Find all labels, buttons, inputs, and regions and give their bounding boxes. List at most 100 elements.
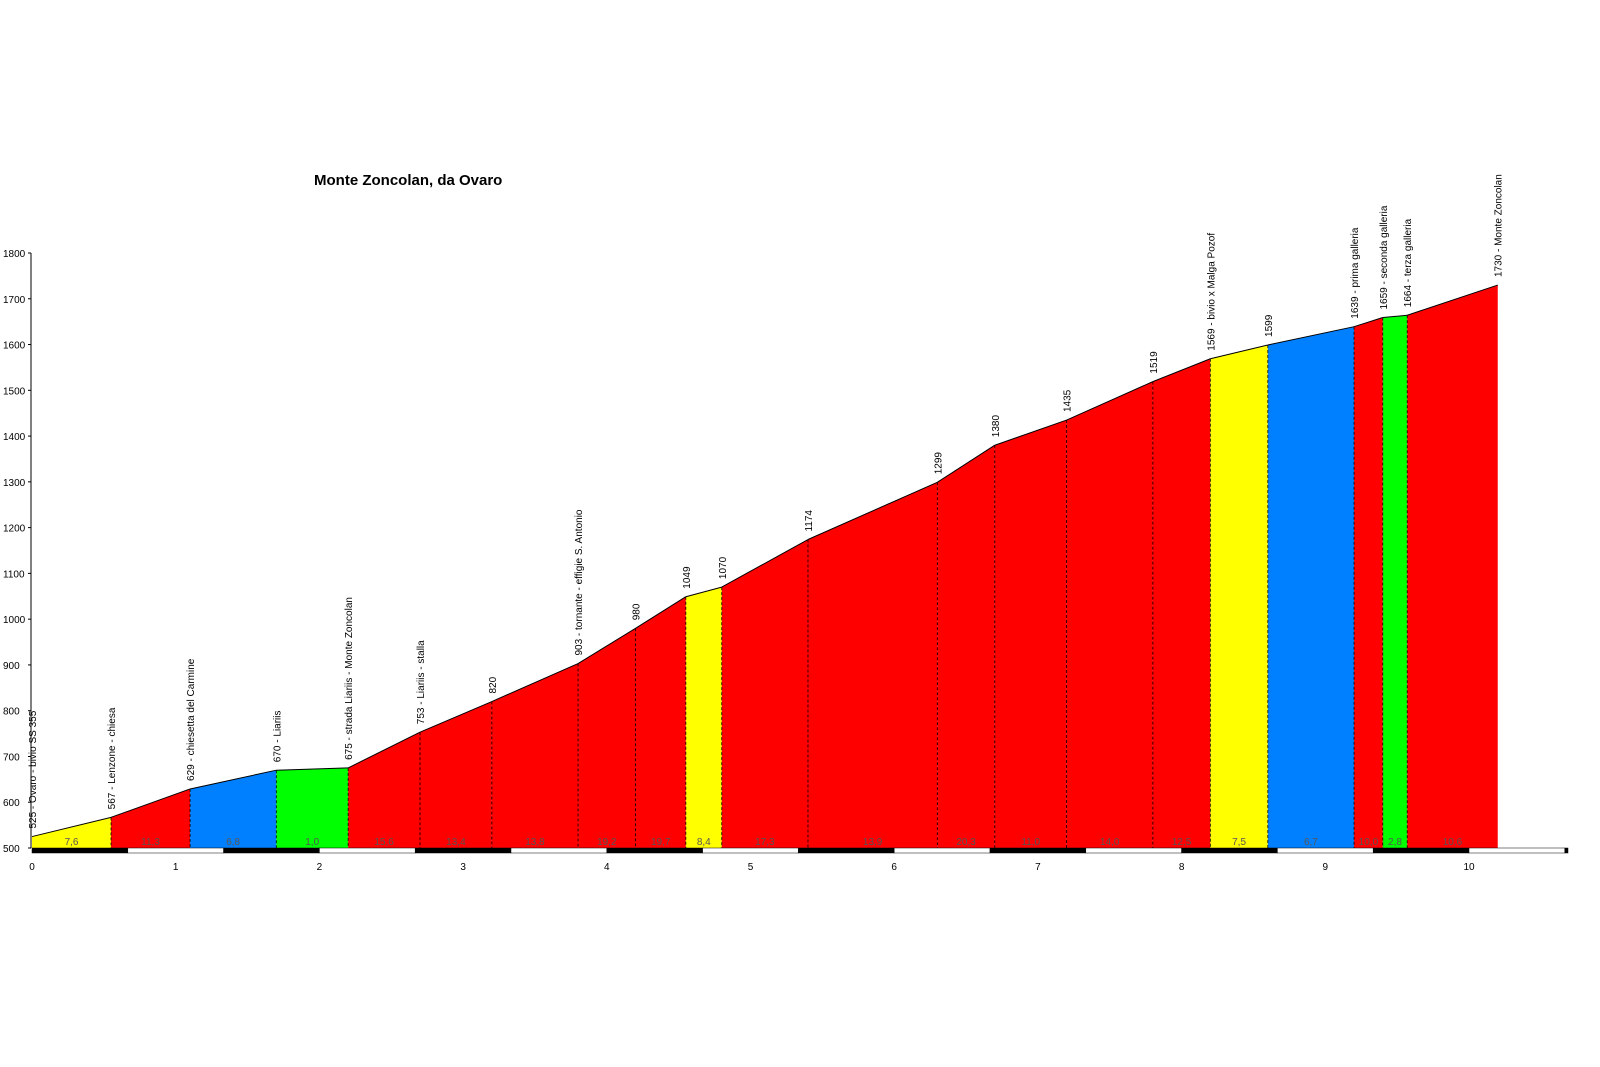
y-tick-label: 700 [3,752,20,763]
x-tick-label: 7 [1035,862,1041,873]
point-label: 629 - chiesetta del Carmine [186,658,197,781]
segment-grade-label: 20,3 [956,837,976,848]
segment-grade-label: 1,0 [305,837,319,848]
profile-line [807,481,938,540]
point-label: 525 - Ovaro - bivio SS 355 [28,710,39,828]
chart-title: Monte Zoncolan, da Ovaro [314,172,502,189]
scale-bar-segment [1468,847,1566,854]
profile-line [347,731,421,769]
y-tick-label: 1400 [3,432,26,443]
segment-area [111,788,191,848]
profile-line [577,627,636,664]
profile-line [1353,317,1383,328]
scale-bar-segment [1181,847,1278,854]
point-label: 1049 [682,566,693,589]
segment-area [1354,317,1383,848]
segment-area [807,482,938,848]
y-tick-label: 600 [3,798,20,809]
segment-grade-label: 15,6 [374,837,394,848]
segment-grade-label: 11,0 [1021,837,1040,848]
x-tick-label: 10 [1463,862,1475,873]
segment-grade-label: 12,5 [1172,837,1192,848]
point-label: 903 - tornante - effigie S. Antonio [574,509,585,655]
y-tick-label: 1100 [3,569,25,580]
scale-bar-segment [319,847,416,854]
segment-grade-label: 2,8 [1388,837,1402,848]
x-tick-label: 4 [604,862,610,873]
profile-line [491,663,579,702]
x-tick-label: 6 [891,862,897,873]
segment-grade-label: 6,8 [226,837,240,848]
point-label: 1639 - prima galleria [1350,227,1361,319]
segment-area [721,539,808,848]
point-label: 980 [632,603,643,620]
profile-line [937,444,996,483]
segment-grade-label: 17,3 [755,837,775,848]
segment-grade-label: 14,0 [1100,837,1120,848]
point-label: 1380 [991,415,1002,438]
x-tick-label: 0 [29,862,35,873]
y-tick-label: 1600 [3,341,26,352]
profile-line [1407,284,1498,316]
point-label: 1599 [1264,314,1275,337]
segment-grade-label: 10,6 [1443,837,1463,848]
x-tick-label: 9 [1323,862,1329,873]
scale-bar-segment [702,847,799,854]
profile-line [189,769,277,790]
scale-bar-segment [1085,847,1182,854]
scale-bar-segment [414,847,512,854]
segment-area [491,663,579,848]
point-label: 1070 [718,556,729,579]
point-label: 1664 - terza galleria [1403,218,1414,307]
profile-line [685,586,722,598]
x-tick-label: 2 [317,862,323,873]
point-label: 675 - strada Liariis - Monte Zoncolan [344,597,355,760]
segment-area [635,596,686,848]
profile-line [31,816,112,838]
segment-grade-label: 13,8 [525,837,545,848]
segment-area [1267,326,1355,848]
scale-bar-segment [606,847,703,854]
profile-line [110,788,191,818]
point-label: 820 [488,676,499,693]
segment-area [190,770,277,848]
y-tick-label: 1800 [3,249,26,260]
segment-area [937,445,995,848]
scale-bar-segment [893,847,991,854]
segment-grade-label: 6,7 [1304,837,1318,848]
point-label: 753 - Liariis - stalla [416,640,427,724]
segment-grade-label: 8,4 [697,837,711,848]
profile-line [635,596,687,629]
segment-grade-label: 11,3 [141,837,160,848]
y-tick-label: 900 [3,661,20,672]
y-tick-label: 1700 [3,295,26,306]
scale-bar-segment [1277,847,1374,854]
segment-area [1152,358,1211,848]
segment-grade-label: 19,2 [597,837,617,848]
scale-bar-segment [1372,847,1470,854]
point-label: 1299 [933,452,944,475]
profile-line [1152,358,1211,383]
profile-line [994,419,1067,446]
profile-line [276,767,349,771]
profile-line [419,701,493,733]
x-tick-label: 1 [173,862,179,873]
segment-area [1382,315,1408,848]
x-tick-label: 3 [460,862,466,873]
segment-grade-label: 10,0 [1359,837,1379,848]
segment-area [32,817,112,848]
point-label: 1569 - bivio x Malga Pozof [1206,233,1217,351]
point-label: 1519 [1149,351,1160,374]
segment-area [1066,381,1153,848]
point-label: 1659 - seconda galleria [1379,205,1390,309]
scale-bar-segment [989,847,1087,854]
profile-line [1210,344,1268,360]
segment-grade-label: 13,4 [446,837,466,848]
segment-grade-label: 19,7 [651,837,671,848]
segment-area [276,767,349,848]
scale-bar-segment [127,847,224,854]
point-label: 1174 [804,510,815,532]
segment-grade-label: 7,6 [65,837,79,848]
profile-line [721,539,809,588]
